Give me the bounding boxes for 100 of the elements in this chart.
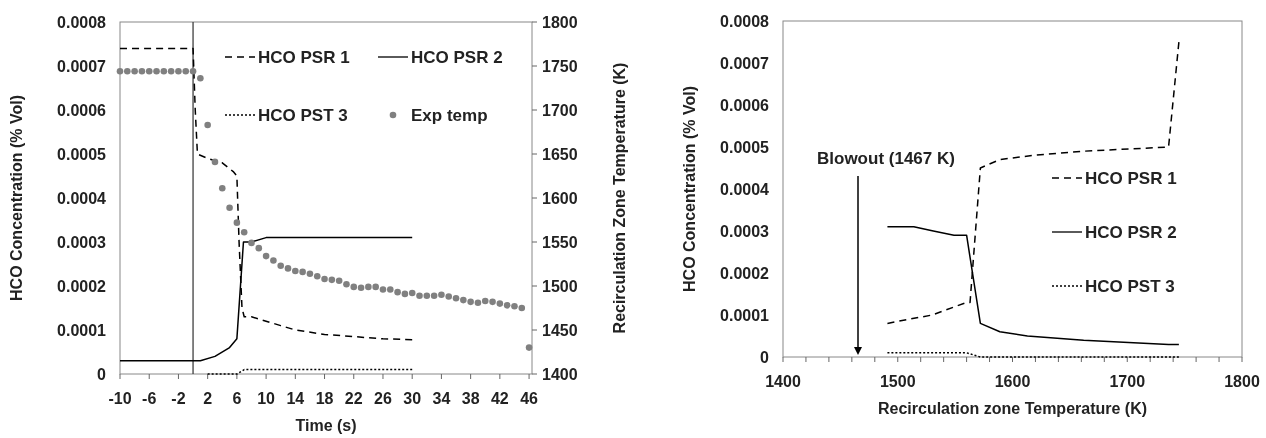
point: [394, 288, 401, 296]
x-tick-label: 34: [432, 390, 451, 407]
x-tick-label: 10: [257, 390, 276, 407]
point: [445, 293, 453, 300]
y2-axis-title: Recirculation Zone Temperature (K): [611, 62, 628, 334]
point: [197, 75, 204, 82]
point: [401, 290, 409, 298]
point: [175, 67, 182, 75]
point: [306, 270, 314, 277]
y-tick-label: 0.0006: [57, 102, 107, 119]
point: [335, 277, 343, 285]
point: [189, 67, 197, 75]
point: [511, 302, 518, 310]
point: [116, 67, 124, 75]
point: [240, 229, 248, 236]
point: [255, 244, 263, 252]
x-tick-label: 2: [203, 390, 213, 407]
y2-tick-label: 1650: [542, 146, 578, 163]
point: [416, 292, 423, 299]
x-tick-label: 1500: [879, 373, 916, 390]
point: [350, 283, 358, 291]
y2-tick-label: 1800: [542, 14, 578, 31]
y-axis-title: HCO Concentration (% Vol): [681, 86, 698, 292]
point: [218, 185, 226, 192]
point: [270, 257, 277, 264]
x-tick-label: -6: [142, 390, 157, 407]
y-tick-label: 0.0002: [720, 265, 770, 282]
point: [452, 295, 460, 302]
x-tick-label: 46: [520, 390, 539, 407]
point: [408, 289, 416, 297]
legend-label: HCO PST 3: [258, 106, 348, 125]
point: [233, 219, 241, 226]
legend-label: HCO PSR 1: [1085, 169, 1177, 188]
y2-tick-label: 1600: [542, 190, 578, 207]
point: [153, 67, 160, 75]
x-tick-label: 6: [232, 390, 242, 407]
y-tick-label: 0.0008: [720, 13, 770, 30]
point: [423, 292, 431, 299]
point: [226, 204, 233, 211]
point: [138, 67, 146, 75]
y-tick-label: 0.0007: [720, 55, 770, 72]
x-tick-label: 26: [374, 390, 392, 407]
point: [211, 158, 219, 166]
x-tick-label: -2: [171, 390, 186, 407]
point: [284, 265, 292, 272]
point: [145, 67, 153, 75]
point: [248, 239, 255, 247]
point: [481, 297, 489, 305]
legend-label: HCO PSR 2: [1085, 223, 1177, 242]
y2-tick-label: 1700: [542, 102, 578, 119]
point: [182, 67, 190, 75]
point: [357, 284, 365, 292]
point: [262, 252, 270, 260]
y-tick-label: 0.0007: [57, 58, 107, 75]
point: [496, 300, 504, 307]
y2-tick-label: 1550: [542, 234, 578, 251]
y-tick-label: 0: [760, 349, 770, 366]
point: [277, 262, 285, 270]
x-tick-label: 42: [490, 390, 509, 407]
point: [474, 299, 482, 307]
x-tick-label: 1800: [1224, 373, 1260, 390]
y-tick-label: 0.0005: [57, 146, 107, 163]
x-tick-label: -10: [108, 390, 132, 407]
x-tick-label: 1600: [994, 373, 1031, 390]
y-tick-label: 0.0004: [57, 190, 107, 207]
point: [518, 304, 526, 312]
point: [299, 268, 306, 276]
point: [372, 283, 379, 291]
legend-label: HCO PSR 2: [411, 48, 503, 67]
y-axis-title: HCO Concentration (% Vol): [8, 95, 25, 301]
point: [328, 276, 336, 284]
y-tick-label: 0.0001: [720, 307, 770, 324]
x-tick-label: 1400: [765, 373, 801, 390]
y-tick-label: 0.0005: [720, 139, 770, 156]
point: [124, 67, 131, 75]
point: [503, 302, 511, 309]
x-tick-label: 38: [461, 390, 480, 407]
annotation: Blowout (1467 K): [817, 149, 955, 168]
y-tick-label: 0.0003: [720, 223, 770, 240]
point: [489, 298, 496, 306]
y-tick-label: 0.0003: [57, 234, 107, 251]
legend-label: HCO PSR 1: [258, 48, 350, 67]
y-tick-label: 0.0001: [57, 322, 107, 339]
point: [131, 67, 138, 75]
point: [460, 296, 467, 304]
y-tick-label: 0.0002: [57, 278, 107, 295]
y-tick-label: 0.0008: [57, 14, 107, 31]
point: [313, 273, 321, 280]
y-tick-label: 0.0006: [720, 97, 770, 114]
x-tick-label: 1700: [1109, 373, 1146, 390]
point: [379, 286, 387, 293]
point: [525, 344, 533, 351]
y2-tick-label: 1450: [542, 322, 578, 339]
point: [160, 67, 168, 75]
x-axis-title: Recirculation zone Temperature (K): [877, 400, 1148, 417]
point: [343, 280, 350, 288]
x-tick-label: 22: [344, 390, 363, 407]
legend-label: HCO PST 3: [1085, 277, 1175, 296]
point: [292, 267, 299, 275]
legend-label: Exp temp: [411, 106, 488, 125]
